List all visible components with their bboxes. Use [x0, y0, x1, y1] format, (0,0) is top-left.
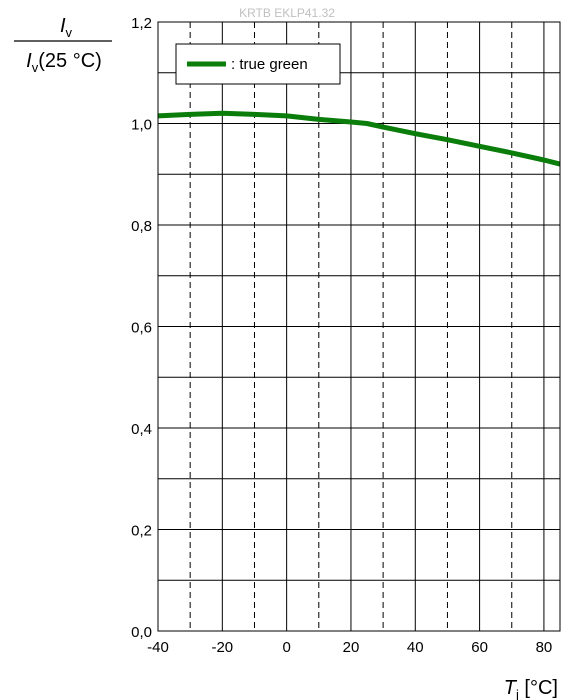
y-ticks-layer: 0,0 0,2 0,4 0,6 0,8 1,0 1,2: [131, 15, 152, 641]
plot-frame: [157, 21, 561, 632]
y-axis-label: Iv Iv(25 °C): [14, 15, 112, 75]
y-label-denominator: Iv(25 °C): [26, 50, 102, 75]
x-tick-label: 0: [282, 639, 290, 656]
y-tick-label: 0,8: [131, 218, 152, 235]
y-tick-label: 1,0: [131, 117, 152, 134]
y-tick-label: 0,6: [131, 320, 152, 337]
series-layer: [157, 110, 561, 167]
x-tick-label: 60: [471, 639, 488, 656]
y-tick-label: 0,4: [131, 421, 152, 438]
x-tick-label: 80: [536, 639, 553, 656]
y-tick-label: 0,2: [131, 523, 152, 540]
x-tick-label: 40: [407, 639, 424, 656]
y-tick-label: 1,2: [131, 15, 152, 32]
y-tick-label: 0,0: [131, 624, 152, 641]
y-label-numerator: Iv: [60, 15, 73, 40]
series-line-0: [157, 110, 561, 167]
legend: : true green: [175, 43, 341, 85]
x-axis-label: Tj [°C]: [504, 677, 558, 700]
x-tick-label: -20: [211, 639, 233, 656]
x-tick-label: -40: [147, 639, 169, 656]
legend-label: : true green: [231, 56, 308, 73]
x-ticks-layer: -40 -20 0 20 40 60 80: [147, 639, 552, 656]
x-tick-label: 20: [343, 639, 360, 656]
watermark: KRTB EKLP41.32: [239, 6, 335, 20]
